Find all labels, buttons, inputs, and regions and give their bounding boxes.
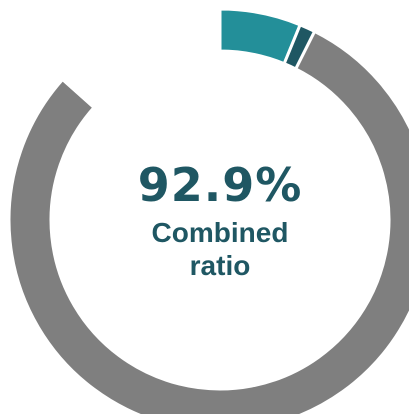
- center-label: Combined ratio: [151, 217, 289, 281]
- donut-segment-3: [7, 29, 409, 414]
- donut-segments: [7, 7, 409, 414]
- center-value: 92.9%: [137, 158, 303, 212]
- center-label-group: 92.9% Combined ratio: [120, 160, 320, 282]
- donut-segment-4: [60, 7, 222, 110]
